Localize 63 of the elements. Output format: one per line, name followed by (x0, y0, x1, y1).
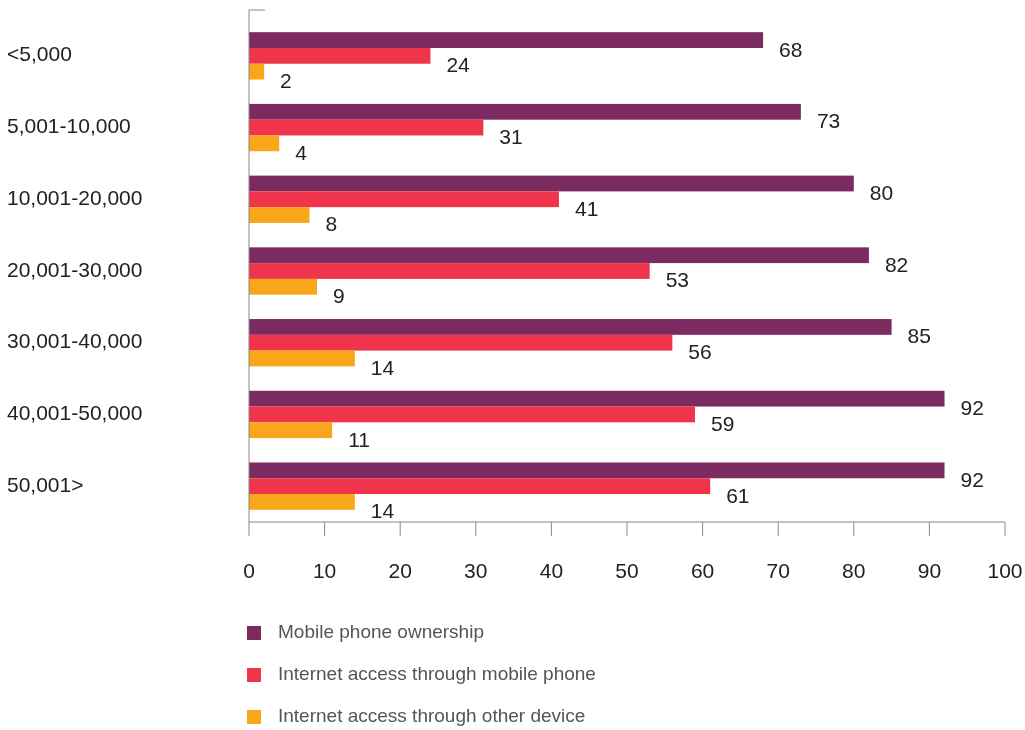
x-tick-label: 40 (539, 559, 564, 582)
y-tick-label: 5,001-10,000 (7, 114, 131, 138)
bar (249, 263, 650, 279)
legend-label: Internet access through mobile phone (278, 663, 596, 685)
y-tick-label: <5,000 (7, 42, 72, 66)
x-tick-label: 80 (842, 559, 866, 582)
bar (249, 390, 945, 407)
bar (249, 494, 355, 510)
data-label: 68 (779, 37, 803, 61)
x-tick-label: 60 (690, 559, 715, 582)
bar (249, 32, 764, 48)
legend-label: Internet access through other device (278, 705, 586, 727)
bar (249, 63, 265, 80)
bar (249, 207, 310, 223)
data-label: 59 (711, 411, 735, 435)
data-label: 92 (960, 467, 984, 491)
y-tick-label: 30,001-40,000 (7, 329, 143, 353)
bar (249, 175, 854, 192)
data-label: 4 (295, 140, 308, 164)
bar (249, 319, 892, 335)
data-label: 41 (574, 196, 599, 220)
data-label: 2 (280, 69, 292, 93)
bar (249, 119, 484, 136)
bar (249, 103, 801, 120)
data-label: 24 (446, 53, 471, 77)
legend-label: Mobile phone ownership (278, 621, 484, 643)
x-tick-label: 30 (464, 559, 488, 582)
data-label: 92 (960, 396, 984, 420)
data-label: 31 (499, 125, 523, 149)
x-tick-label: 50 (615, 559, 639, 582)
data-label: 9 (333, 284, 345, 308)
bar (249, 47, 431, 64)
data-label: 14 (370, 355, 395, 379)
bar (249, 478, 711, 495)
data-label: 8 (325, 212, 338, 236)
data-label: 53 (665, 268, 690, 292)
data-label: 80 (869, 180, 894, 204)
bar (249, 135, 280, 152)
data-label: 56 (688, 340, 712, 364)
x-tick-label: 0 (243, 559, 255, 582)
y-tick-label: 10,001-20,000 (7, 185, 143, 209)
x-tick-label: 70 (766, 559, 790, 582)
y-tick-label: 50,001> (7, 472, 84, 496)
data-label: 11 (348, 427, 370, 451)
x-tick-label: 100 (987, 559, 1023, 582)
bar (249, 191, 559, 208)
bar (249, 406, 696, 423)
bar (249, 350, 355, 367)
bar (249, 278, 318, 295)
x-tick-label: 20 (388, 559, 412, 582)
data-label: 85 (907, 324, 931, 348)
x-tick-label: 90 (917, 559, 942, 582)
bar (249, 422, 333, 439)
x-tick-label: 10 (312, 559, 337, 582)
data-label: 61 (726, 483, 750, 507)
y-tick-label: 40,001-50,000 (7, 400, 143, 424)
data-label: 14 (370, 499, 395, 523)
bar (249, 334, 673, 351)
data-label: 73 (816, 109, 841, 133)
bar (249, 247, 869, 264)
data-label: 82 (884, 252, 909, 276)
bar (249, 462, 945, 479)
y-tick-label: 20,001-30,000 (7, 257, 143, 281)
